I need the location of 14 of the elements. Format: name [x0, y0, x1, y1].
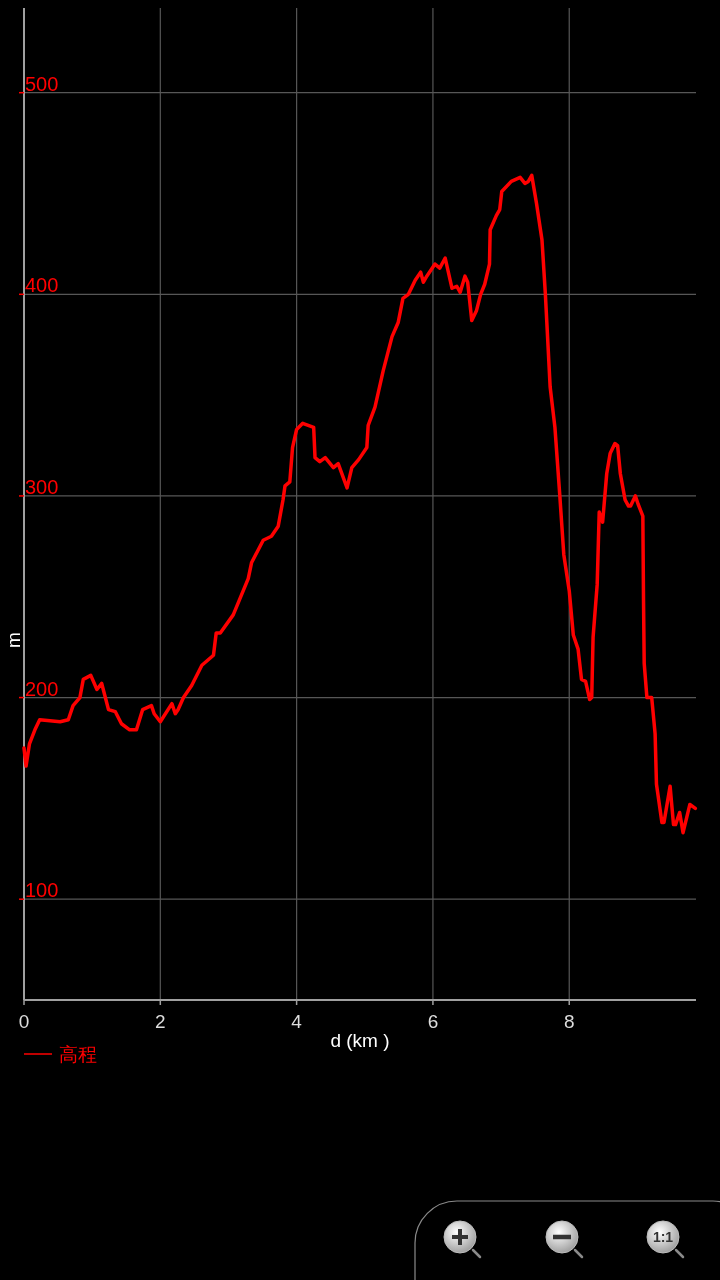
legend-label: 高程: [59, 1044, 97, 1065]
x-tick-label: 8: [563, 1011, 575, 1032]
y-tick-label: 500: [25, 72, 59, 95]
x-tick-label: 2: [155, 1011, 166, 1032]
text: 1:1: [652, 1229, 674, 1245]
y-tick-label: 200: [25, 677, 59, 700]
x-tick-label: 6: [427, 1011, 439, 1032]
x-tick-label: 4: [291, 1011, 303, 1032]
y-tick-label: 400: [25, 274, 59, 297]
x-axis-title: d (km ): [330, 1030, 390, 1051]
y-tick-label: 300: [25, 475, 59, 498]
x-tick-label: 0: [18, 1011, 30, 1032]
y-axis-title: m: [3, 632, 24, 648]
y-tick-label: 100: [25, 879, 59, 902]
